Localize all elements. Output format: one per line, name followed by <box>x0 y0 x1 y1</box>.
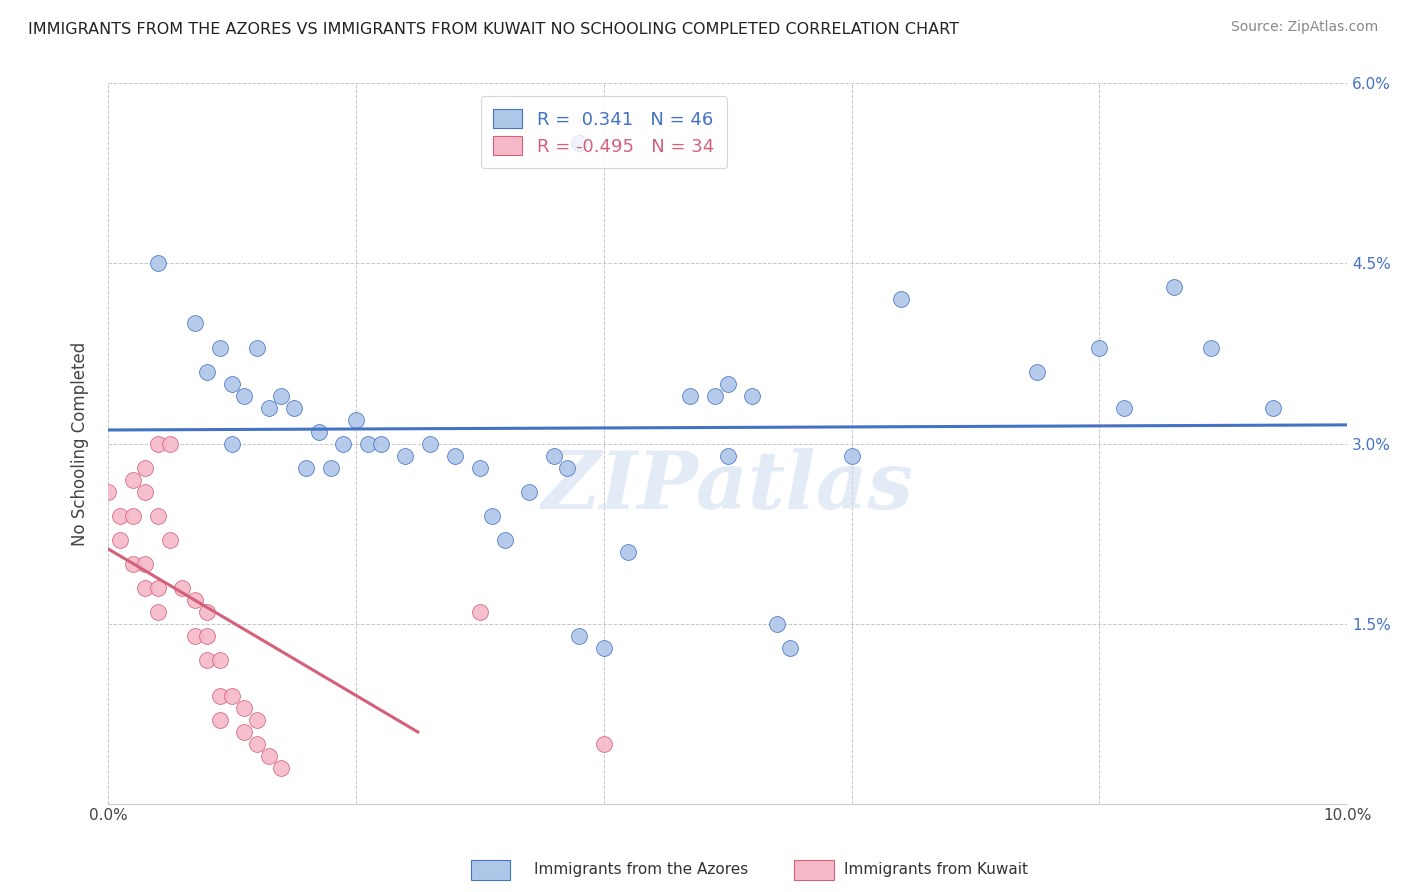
Point <box>1163 280 1185 294</box>
Point <box>890 293 912 307</box>
Point <box>121 557 143 571</box>
Point <box>344 412 367 426</box>
Point <box>717 376 740 391</box>
Text: ZIPatlas: ZIPatlas <box>541 448 914 525</box>
Point <box>841 449 863 463</box>
Point <box>195 605 218 619</box>
Point <box>468 460 491 475</box>
Point <box>110 508 132 523</box>
Point <box>159 533 181 547</box>
Text: IMMIGRANTS FROM THE AZORES VS IMMIGRANTS FROM KUWAIT NO SCHOOLING COMPLETED CORR: IMMIGRANTS FROM THE AZORES VS IMMIGRANTS… <box>28 22 959 37</box>
Point <box>481 508 503 523</box>
Legend: R =  0.341   N = 46, R = -0.495   N = 34: R = 0.341 N = 46, R = -0.495 N = 34 <box>481 96 727 169</box>
Point <box>121 508 143 523</box>
Point <box>543 449 565 463</box>
Point <box>717 449 740 463</box>
Point <box>779 640 801 655</box>
Y-axis label: No Schooling Completed: No Schooling Completed <box>72 342 89 546</box>
Point <box>246 341 269 355</box>
Point <box>308 425 330 439</box>
Point <box>246 737 269 751</box>
Point <box>159 436 181 450</box>
Point <box>184 629 207 643</box>
Point <box>146 581 169 595</box>
Point <box>555 460 578 475</box>
Point <box>233 388 256 402</box>
Point <box>295 460 318 475</box>
Point <box>208 341 231 355</box>
Point <box>221 376 243 391</box>
Point <box>617 544 640 558</box>
Point <box>741 388 763 402</box>
Point <box>1261 401 1284 415</box>
Point <box>270 388 292 402</box>
Point <box>1026 364 1049 378</box>
Point <box>568 136 591 151</box>
Text: Source: ZipAtlas.com: Source: ZipAtlas.com <box>1230 20 1378 34</box>
Text: Immigrants from the Azores: Immigrants from the Azores <box>534 863 748 877</box>
Point <box>357 436 380 450</box>
Point <box>146 256 169 270</box>
Point <box>134 484 156 499</box>
Point <box>679 388 702 402</box>
Point <box>704 388 727 402</box>
Point <box>592 737 614 751</box>
Point <box>146 436 169 450</box>
Point <box>319 460 342 475</box>
Point <box>1114 401 1136 415</box>
Point <box>134 460 156 475</box>
Point <box>270 761 292 775</box>
Point <box>134 557 156 571</box>
Point <box>517 484 540 499</box>
Point <box>146 508 169 523</box>
Point <box>246 713 269 727</box>
Point <box>221 436 243 450</box>
Point <box>221 689 243 703</box>
Point <box>208 652 231 666</box>
Point <box>257 748 280 763</box>
Point <box>1088 341 1111 355</box>
Point <box>97 484 120 499</box>
Point <box>195 364 218 378</box>
Point <box>233 724 256 739</box>
Point <box>283 401 305 415</box>
Point <box>195 629 218 643</box>
Point <box>208 713 231 727</box>
Point <box>1199 341 1222 355</box>
Point <box>494 533 516 547</box>
Point <box>592 640 614 655</box>
Point <box>257 401 280 415</box>
Point <box>134 581 156 595</box>
Point <box>233 700 256 714</box>
Text: Immigrants from Kuwait: Immigrants from Kuwait <box>844 863 1028 877</box>
Point <box>184 592 207 607</box>
Point <box>208 689 231 703</box>
Point <box>370 436 392 450</box>
Point <box>444 449 467 463</box>
Point <box>419 436 441 450</box>
Point <box>184 317 207 331</box>
Point <box>110 533 132 547</box>
Point <box>394 449 416 463</box>
Point <box>468 605 491 619</box>
Point <box>568 629 591 643</box>
Point <box>332 436 354 450</box>
Point <box>146 605 169 619</box>
Point <box>172 581 194 595</box>
Point <box>766 616 789 631</box>
Point <box>195 652 218 666</box>
Point <box>121 473 143 487</box>
